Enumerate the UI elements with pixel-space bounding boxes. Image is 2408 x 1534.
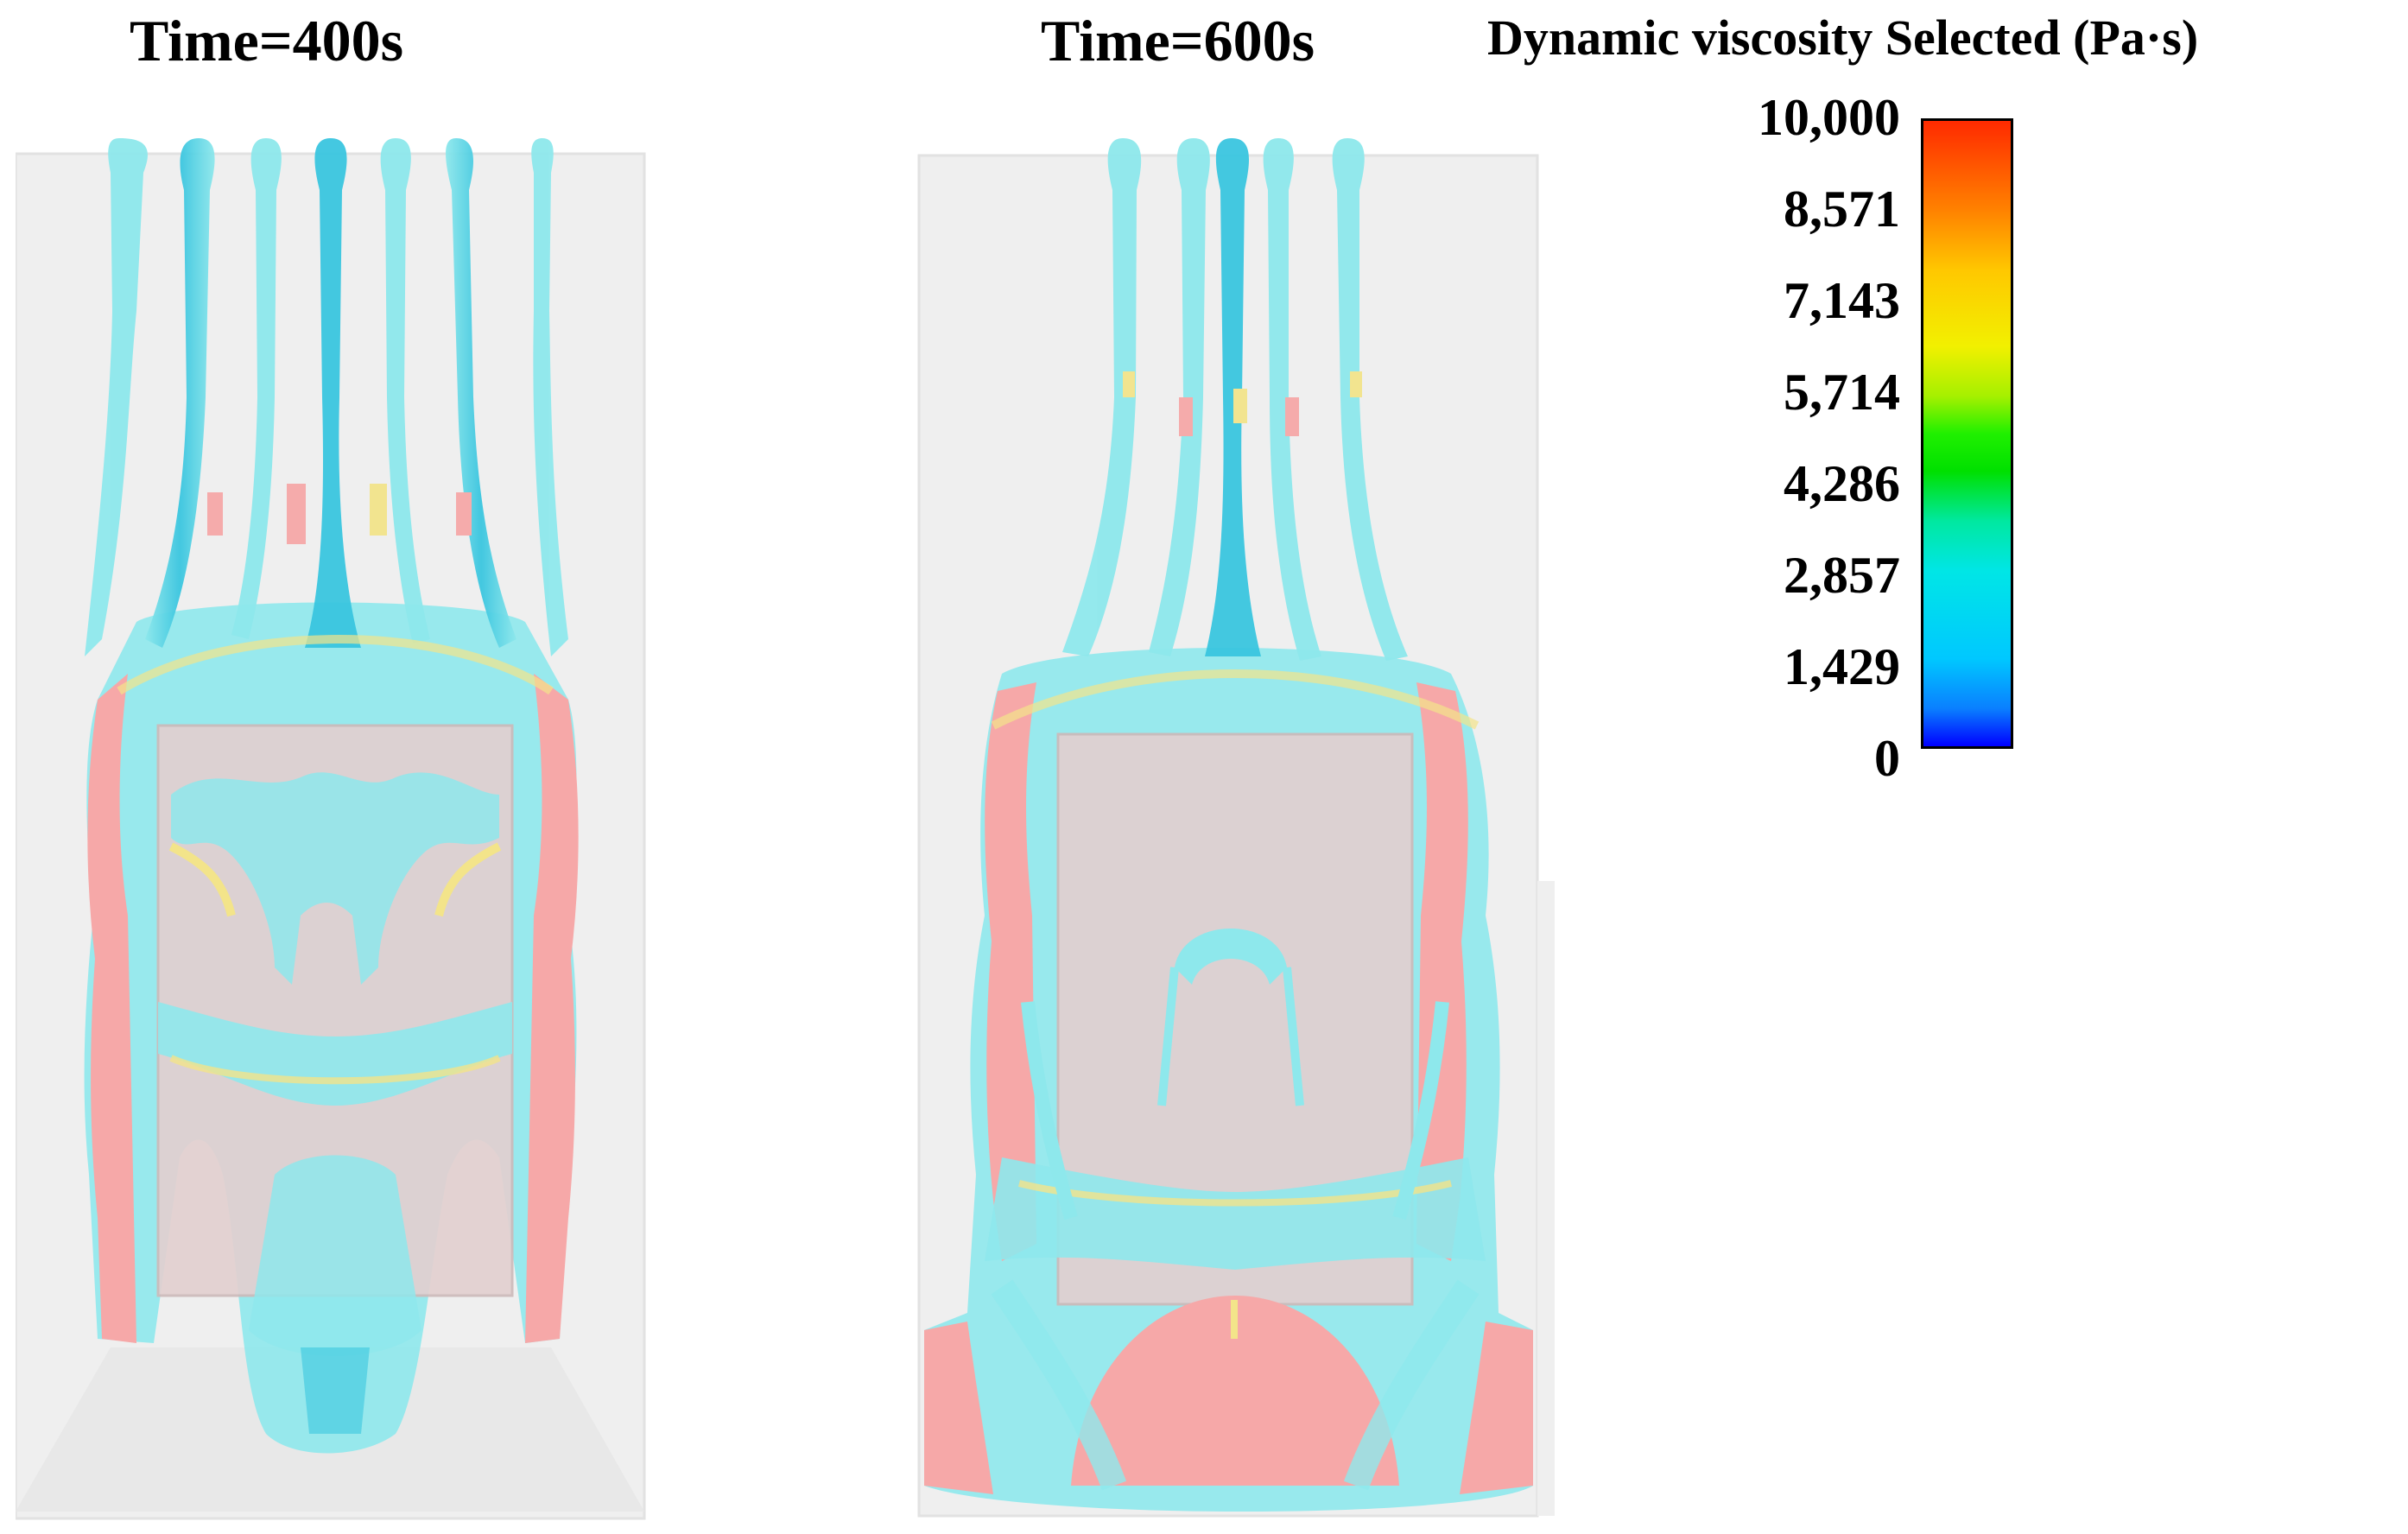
red-edge-right (525, 674, 579, 1343)
pattern-middle (158, 1002, 512, 1106)
red-edge-left (87, 674, 136, 1343)
simulation-view-400s (16, 138, 646, 1520)
panel-title-600s: Time=600s (1041, 8, 1315, 73)
pattern-arch (1175, 929, 1287, 985)
legend-tick: 1,429 (1784, 638, 1900, 695)
legend-tick: 2,857 (1784, 547, 1900, 604)
pattern-band (985, 1157, 1486, 1270)
legend-tick: 8,571 (1784, 181, 1900, 238)
jets (1062, 138, 1408, 661)
simulation-view-600s (917, 138, 1555, 1518)
colorbar (1921, 118, 2013, 749)
legend-title: Dynamic viscosity Selected (Pa·s) (1487, 10, 2199, 66)
red-edge-left (985, 682, 1036, 1261)
red-foot-left (924, 1322, 993, 1494)
red-dome (1071, 1296, 1399, 1486)
legend-tick: 7,143 (1784, 272, 1900, 329)
pattern-upper (171, 772, 499, 985)
jets (85, 138, 568, 656)
red-foot-right (1460, 1322, 1533, 1494)
legend-tick: 4,286 (1784, 455, 1900, 512)
panel-title-400s: Time=400s (130, 8, 404, 73)
legend-tick: 0 (1874, 730, 1900, 787)
pattern-lower (249, 1155, 421, 1356)
legend-tick: 10,000 (1758, 89, 1900, 146)
legend-tick: 5,714 (1784, 364, 1900, 421)
